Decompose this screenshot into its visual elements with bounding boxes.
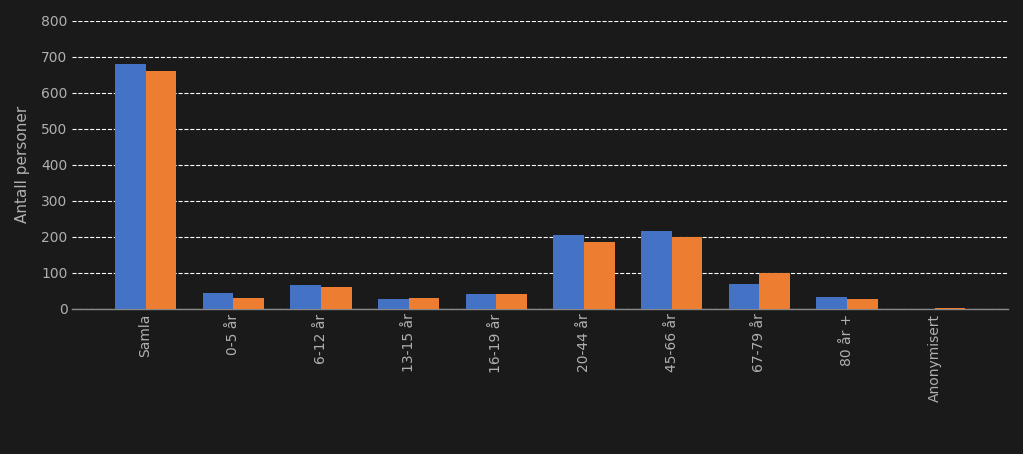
Bar xyxy=(728,284,759,309)
Bar xyxy=(816,297,847,309)
Bar xyxy=(847,299,878,309)
Bar xyxy=(672,237,703,309)
Bar xyxy=(584,242,615,309)
Bar xyxy=(291,285,321,309)
Bar xyxy=(408,298,439,309)
Bar xyxy=(321,287,352,309)
Y-axis label: Antall personer: Antall personer xyxy=(15,106,30,223)
Bar xyxy=(641,231,672,309)
Bar xyxy=(203,292,233,309)
Bar xyxy=(115,64,145,309)
Bar xyxy=(553,235,584,309)
Bar xyxy=(145,71,176,309)
Bar xyxy=(377,299,408,309)
Bar xyxy=(465,294,496,309)
Bar xyxy=(935,308,966,309)
Bar xyxy=(496,294,527,309)
Bar xyxy=(759,273,790,309)
Bar xyxy=(233,298,264,309)
